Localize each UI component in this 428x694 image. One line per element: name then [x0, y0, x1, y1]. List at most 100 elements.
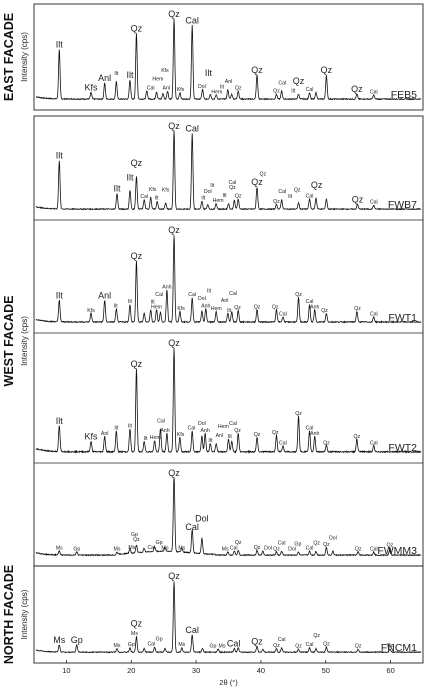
peak-label: Anh: [310, 304, 319, 310]
peak-label: Qz: [168, 468, 180, 478]
peak-label: Qz: [168, 121, 180, 131]
peak-label: Qz: [229, 185, 236, 191]
peak-label: Qz: [251, 65, 263, 75]
sample-name: FWMM3: [377, 545, 417, 557]
peak-label: Qz: [387, 643, 394, 649]
peak-label: Hem: [151, 304, 162, 310]
peak-label: Kfs: [177, 87, 185, 93]
peak-label: Ilt: [227, 308, 232, 314]
peak-label: Qz: [272, 304, 279, 310]
peak-label: Dol: [204, 189, 212, 195]
y-axis-label: Intensity (cps): [20, 316, 29, 366]
peak-label: Ilt: [291, 89, 296, 95]
sample-name: FWT1: [388, 312, 417, 324]
peak-label: Cal: [147, 545, 155, 551]
peak-label: Qz: [254, 545, 261, 551]
peak-label: Cal: [370, 200, 378, 206]
peak-label: Ilt: [205, 68, 213, 78]
peak-label: Cal: [185, 123, 199, 133]
peak-label: Gp: [71, 635, 83, 645]
peak-label: Anh: [160, 428, 169, 434]
peak-label: Gp: [156, 540, 163, 546]
group-label: NORTH FACADE: [2, 565, 16, 664]
peak-label: Ilt: [56, 416, 64, 426]
peak-label: Cal: [185, 522, 199, 532]
peak-label: Gp: [131, 532, 138, 538]
peak-label: Ilt: [207, 288, 212, 294]
peak-label: Qz: [321, 308, 328, 314]
peak-label: Qz: [323, 440, 330, 446]
peak-label: Kfs: [161, 68, 169, 74]
group-label: EAST FACADE: [2, 13, 16, 101]
pattern-line: [35, 477, 422, 557]
peak-label: Anl: [98, 290, 111, 300]
peak-label: Cal: [306, 87, 314, 93]
peak-label: Qz: [295, 644, 302, 650]
peak-label: Ilt: [143, 436, 148, 442]
peak-label: Anh: [201, 303, 210, 309]
peak-label: Qz: [131, 158, 143, 168]
peak-label: Qz: [273, 546, 280, 552]
peak-label: Cal: [157, 419, 165, 425]
peak-label: Kfs: [177, 306, 185, 312]
x-tick-label: 40: [257, 666, 265, 675]
peak-label: Dol: [288, 546, 296, 552]
peak-label: Qz: [311, 180, 323, 190]
peak-label: Qz: [133, 537, 140, 543]
group-frame: [33, 565, 424, 664]
peak-label: Dol: [264, 546, 272, 552]
peak-label: Anh: [310, 431, 319, 437]
peak-label: Qz: [254, 304, 261, 310]
peak-label: Kfs: [85, 83, 99, 93]
peak-label: Kfs: [177, 432, 185, 438]
peak-label: Qz: [293, 76, 305, 86]
peak-label: Qz: [168, 571, 180, 581]
peak-label: Qz: [355, 644, 362, 650]
peak-label: Ms: [56, 546, 63, 552]
peak-label: Cal: [188, 292, 196, 298]
peak-label: Ilt: [56, 290, 64, 300]
peak-label: Ilt: [210, 183, 215, 189]
peak-label: Ms: [219, 644, 226, 650]
peak-label: Kfs: [85, 432, 99, 442]
peak-label: Cal: [140, 194, 148, 200]
peak-label: Mo: [161, 546, 168, 552]
peak-label: Ms: [222, 546, 229, 552]
peak-label: Qz: [260, 172, 267, 178]
x-tick-label: 30: [192, 666, 200, 675]
peak-label: Qz: [131, 251, 143, 261]
peak-label: Ms: [178, 642, 185, 648]
peak-label: Anl: [216, 433, 224, 439]
peak-label: Ilt: [155, 196, 160, 202]
peak-label: Ilt: [228, 434, 233, 440]
peak-label: Gp: [294, 541, 301, 547]
peak-label: Qz: [273, 89, 280, 95]
peak-label: Qz: [168, 9, 180, 19]
pattern-line: [35, 18, 422, 101]
peak-label: Qz: [313, 541, 320, 547]
peak-label: Ilt: [56, 151, 64, 161]
peak-label: Qz: [254, 432, 261, 438]
peak-label: Ilt: [128, 299, 133, 305]
peak-label: Hem: [213, 198, 224, 204]
peak-label: Qz: [168, 338, 180, 348]
peak-label: Ilt: [114, 303, 119, 309]
peak-label: Cal: [306, 426, 314, 432]
y-axis-label: Intensity (cps): [20, 589, 29, 639]
peak-label: Cal: [188, 426, 196, 432]
peak-label: Ilt: [126, 70, 134, 80]
peak-label: Qz: [323, 642, 330, 648]
peak-label: Qz: [235, 193, 242, 199]
peak-label: Qz: [295, 292, 302, 298]
peak-label: Ms: [178, 546, 185, 552]
peak-label: Ms: [114, 546, 121, 552]
sample-name: FEB5: [391, 89, 417, 101]
peak-label: Gp: [128, 642, 135, 648]
peak-label: Ilt: [56, 39, 64, 49]
peak-label: Qz: [131, 359, 143, 369]
peak-label: Hem: [152, 76, 163, 82]
peak-label: Gp: [156, 637, 163, 643]
peak-label: Ilt: [201, 196, 206, 202]
